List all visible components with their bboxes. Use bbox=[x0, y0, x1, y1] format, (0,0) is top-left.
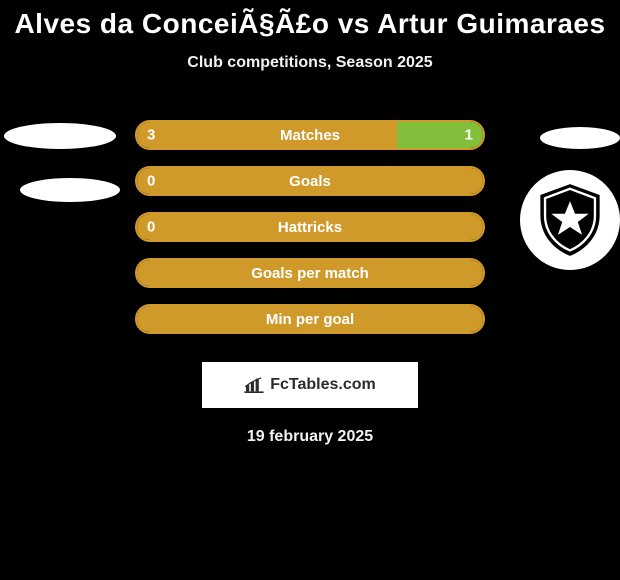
page-subtitle: Club competitions, Season 2025 bbox=[0, 54, 620, 72]
bar-chart-icon bbox=[244, 377, 264, 393]
stat-row: Matches31 bbox=[0, 112, 620, 158]
page-title: Alves da ConceiÃ§Ã£o vs Artur Guimaraes bbox=[0, 0, 620, 40]
stat-bar-left bbox=[137, 214, 483, 240]
stat-value-left: 0 bbox=[147, 173, 155, 190]
stats-panel: Matches31Goals0Hattricks0Goals per match… bbox=[0, 112, 620, 342]
credit-text: FcTables.com bbox=[270, 376, 376, 394]
stat-value-right: 1 bbox=[465, 127, 473, 144]
stat-bar: Hattricks0 bbox=[135, 212, 485, 242]
stat-row: Goals0 bbox=[0, 158, 620, 204]
stat-row: Goals per match bbox=[0, 250, 620, 296]
stat-bar: Goals per match bbox=[135, 258, 485, 288]
stat-bar-left bbox=[137, 168, 483, 194]
stat-value-left: 0 bbox=[147, 219, 155, 236]
stat-bar: Min per goal bbox=[135, 304, 485, 334]
stat-bar-left bbox=[137, 306, 483, 332]
stat-value-left: 3 bbox=[147, 127, 155, 144]
credit-banner[interactable]: FcTables.com bbox=[202, 362, 418, 408]
date-text: 19 february 2025 bbox=[0, 428, 620, 446]
stat-bar: Matches31 bbox=[135, 120, 485, 150]
stat-bar-left bbox=[137, 122, 397, 148]
stat-bar: Goals0 bbox=[135, 166, 485, 196]
stat-row: Hattricks0 bbox=[0, 204, 620, 250]
stat-bar-left bbox=[137, 260, 483, 286]
stat-row: Min per goal bbox=[0, 296, 620, 342]
